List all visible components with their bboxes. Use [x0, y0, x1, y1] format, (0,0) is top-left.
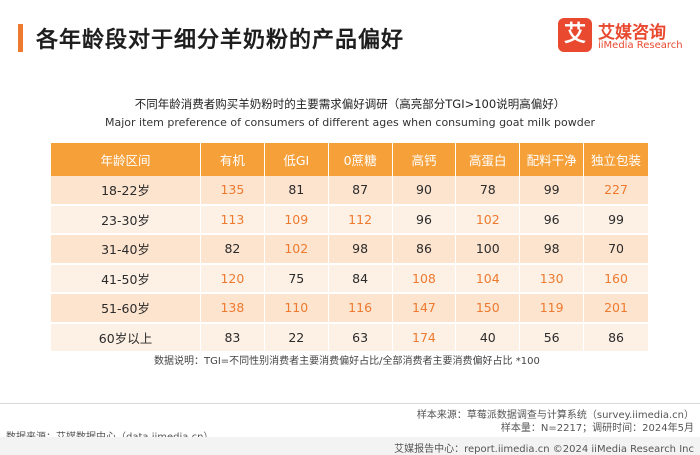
table-cell-value: 104 — [456, 264, 521, 294]
table-cell-value: 22 — [264, 323, 329, 353]
sample-info: 样本量：N=2217；调研时间：2024年5月 — [500, 423, 694, 434]
row-label-age: 18-22岁 — [51, 176, 201, 206]
column-header: 0蔗糖 — [328, 143, 393, 176]
table-cell-value: 110 — [264, 294, 329, 324]
table-cell-value: 102 — [456, 205, 521, 235]
table-cell-value: 160 — [584, 264, 648, 294]
table-cell-value: 99 — [520, 176, 585, 206]
table-cell-value: 98 — [520, 235, 585, 265]
chart-subtitle: Major item preference of consumers of di… — [104, 116, 596, 129]
table-cell-value: 99 — [584, 205, 648, 235]
table-cell-value: 227 — [584, 176, 648, 206]
table-cell-value: 40 — [456, 323, 521, 353]
table-cell-value: 78 — [456, 176, 521, 206]
table-row: 18-22岁 135 81 87 90 78 99 227 — [51, 176, 648, 206]
logo-mark-icon: 艾 — [558, 18, 592, 52]
column-header: 低GI — [264, 143, 329, 176]
table-header-row: 年龄区间 有机 低GI 0蔗糖 高钙 高蛋白 配料干净 独立包装 — [51, 143, 648, 176]
brand-logo: 艾 艾媒咨询 iiMedia Research — [558, 18, 688, 58]
table-cell-value: 100 — [456, 235, 521, 265]
table-cell-value: 75 — [264, 264, 329, 294]
table-cell-value: 113 — [201, 205, 265, 235]
row-label-age: 41-50岁 — [51, 264, 201, 294]
column-header: 配料干净 — [520, 143, 585, 176]
table-row: 23-30岁 113 109 112 96 102 96 99 — [51, 205, 648, 235]
table-cell-value: 86 — [584, 323, 648, 353]
table-cell-value: 112 — [328, 205, 393, 235]
column-header: 独立包装 — [584, 143, 648, 176]
footer-bar: 艾媒报告中心：report.iimedia.cn ©2024 iiMedia R… — [0, 437, 700, 455]
column-header: 高蛋白 — [456, 143, 521, 176]
table-cell-value: 56 — [520, 323, 585, 353]
table-body: 18-22岁 135 81 87 90 78 99 227 23-30岁 113 109 112 96 1… — [51, 176, 648, 353]
table-cell-value: 119 — [520, 294, 585, 324]
table-cell-value: 102 — [264, 235, 329, 265]
table-cell-value: 130 — [520, 264, 585, 294]
table-cell-value: 138 — [201, 294, 265, 324]
table-cell-value: 116 — [328, 294, 393, 324]
preference-table: 年龄区间 有机 低GI 0蔗糖 高钙 高蛋白 配料干净 独立包装 18-22岁 135 81 87 9… — [51, 143, 648, 353]
table-row: 60岁以上 83 22 63 174 40 56 86 — [51, 323, 648, 353]
row-label-age: 23-30岁 — [51, 205, 201, 235]
table-cell-value: 86 — [392, 235, 457, 265]
logo-name-cn: 艾媒咨询 — [598, 23, 666, 43]
table-cell-value: 84 — [328, 264, 393, 294]
column-header: 高钙 — [392, 143, 457, 176]
table-cell-value: 87 — [328, 176, 393, 206]
table-row: 31-40岁 82 102 98 86 100 98 70 — [51, 235, 648, 265]
table-cell-value: 108 — [392, 264, 457, 294]
table-cell-value: 70 — [584, 235, 648, 265]
table-row: 51-60岁 138 110 116 147 150 119 201 — [51, 294, 648, 324]
logo-name-en: iiMedia Research — [598, 40, 683, 51]
table-cell-value: 135 — [201, 176, 265, 206]
table-row: 41-50岁 120 75 84 108 104 130 160 — [51, 264, 648, 294]
table-cell-value: 82 — [201, 235, 265, 265]
footer-text: 艾媒报告中心：report.iimedia.cn ©2024 iiMedia R… — [394, 444, 694, 455]
sample-source: 样本来源：草莓派数据调查与计算系统（survey.iimedia.cn） — [416, 410, 694, 421]
column-header: 有机 — [201, 143, 265, 176]
row-label-age: 60岁以上 — [51, 323, 201, 353]
table-cell-value: 147 — [392, 294, 457, 324]
table-cell-value: 90 — [392, 176, 457, 206]
table-cell-value: 96 — [392, 205, 457, 235]
table-cell-value: 96 — [520, 205, 585, 235]
column-header-age: 年龄区间 — [51, 143, 201, 176]
row-label-age: 31-40岁 — [51, 235, 201, 265]
row-label-age: 51-60岁 — [51, 294, 201, 324]
table-cell-value: 150 — [456, 294, 521, 324]
table-cell-value: 98 — [328, 235, 393, 265]
title-accent-bar — [18, 24, 23, 52]
table-cell-value: 63 — [328, 323, 393, 353]
table-cell-value: 81 — [264, 176, 329, 206]
chart-title: 不同年龄消费者购买羊奶粉时的主要需求偏好调研（高亮部分TGI>100说明高偏好） — [134, 97, 566, 111]
footer-divider — [0, 403, 700, 404]
page-title: 各年龄段对于细分羊奶粉的产品偏好 — [36, 28, 405, 53]
table-cell-value: 120 — [201, 264, 265, 294]
table-cell-value: 83 — [201, 323, 265, 353]
table-cell-value: 174 — [392, 323, 457, 353]
tgi-definition-note: 数据说明：TGI=不同性别消费者主要消费偏好占比/全部消费者主要消费偏好占比 *… — [154, 356, 540, 367]
table-cell-value: 201 — [584, 294, 648, 324]
table-cell-value: 109 — [264, 205, 329, 235]
